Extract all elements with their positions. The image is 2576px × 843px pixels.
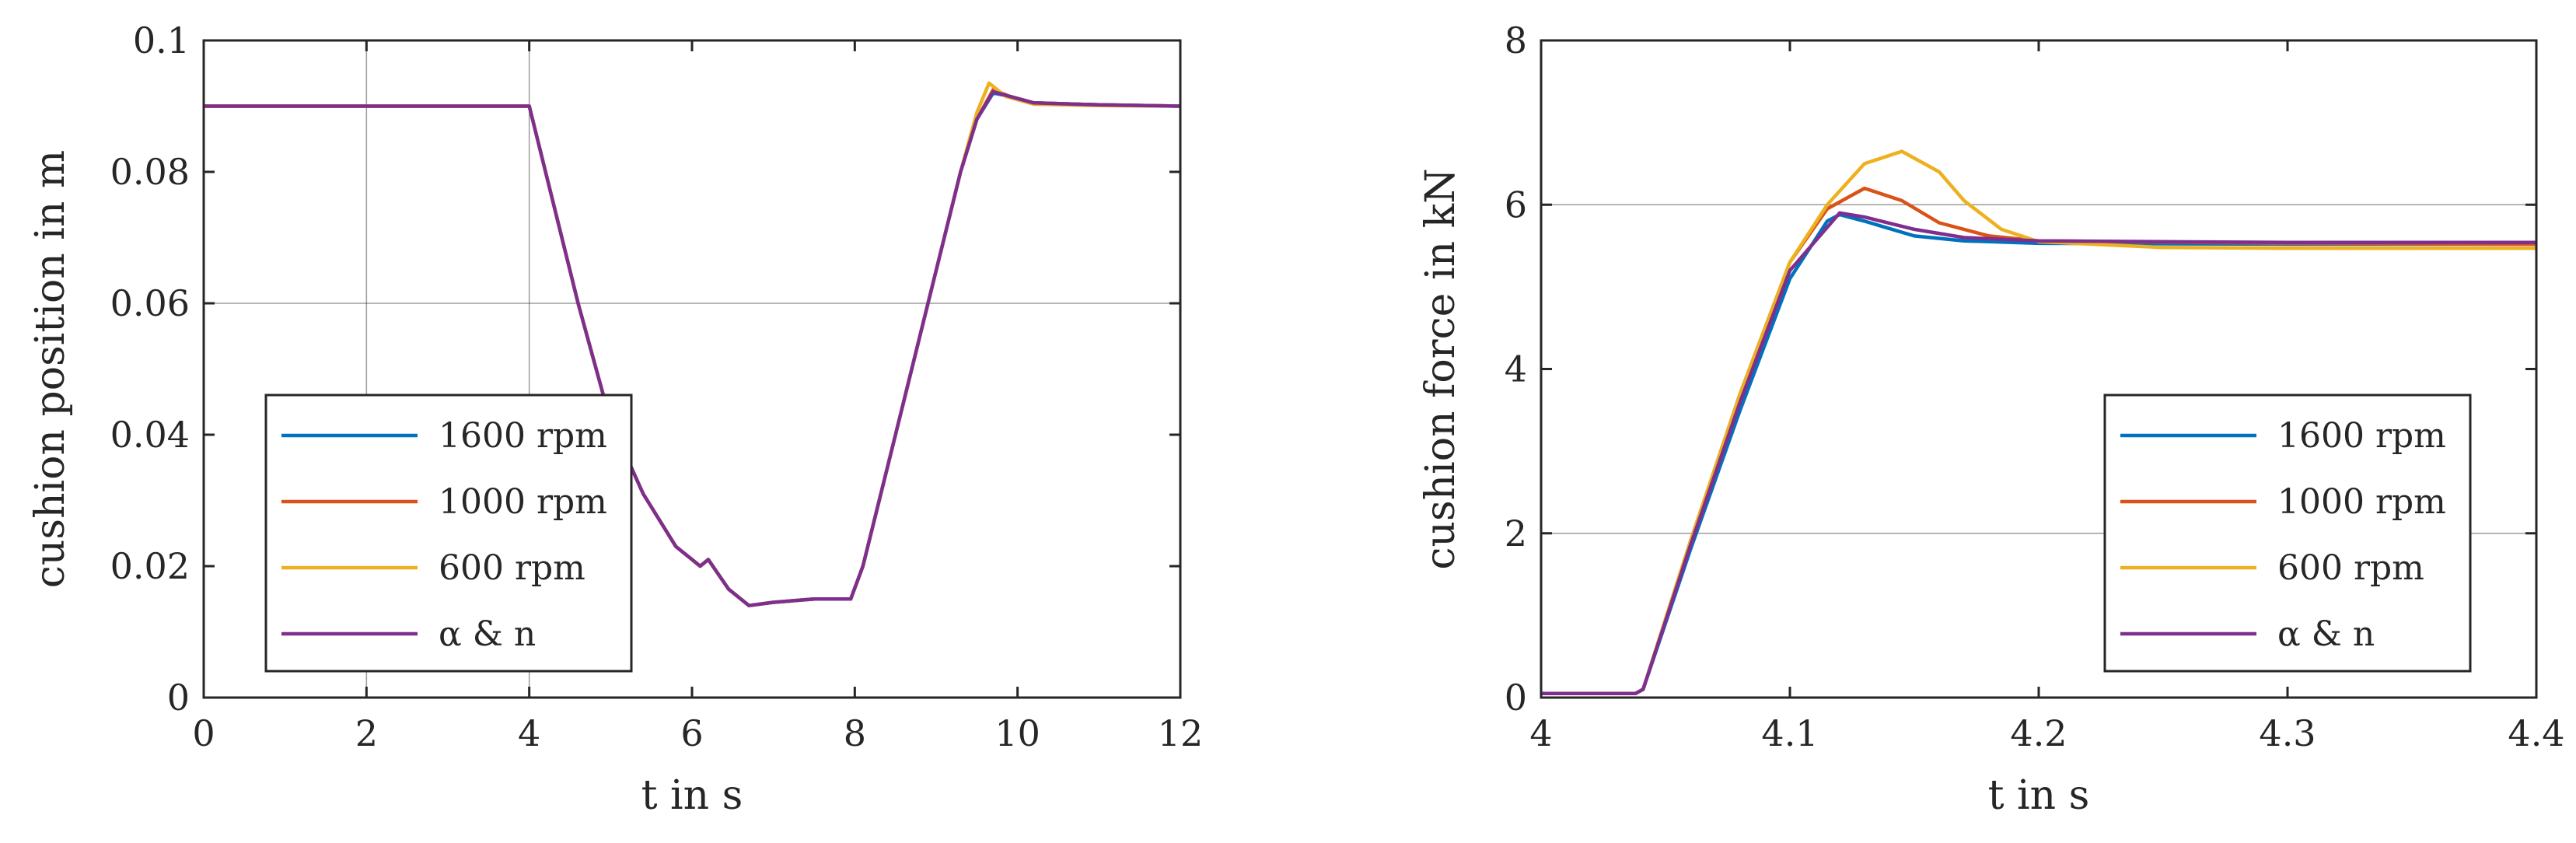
legend: 1600 rpm 1000 rpm 600 rpm α & n xyxy=(264,394,633,673)
legend-label-4: α & n xyxy=(2277,614,2375,654)
y-tick-label: 0.06 xyxy=(110,282,190,324)
series-line-4 xyxy=(1541,211,2536,695)
y-tick-label: 4 xyxy=(1505,348,1527,390)
legend-label-3: 600 rpm xyxy=(2277,548,2424,588)
legend-label-3: 600 rpm xyxy=(439,548,585,588)
y-tick-label: 0.1 xyxy=(133,19,190,61)
chart-2: 4 4.1 4.2 4.3 4.4 0 2 4 6 8 t in s cushion force in… xyxy=(1417,19,2565,819)
x-tick-label: 4.2 xyxy=(2010,712,2067,754)
x-tick-label: 0 xyxy=(192,712,215,754)
y-tick-label: 0.04 xyxy=(110,414,190,456)
legend-box xyxy=(264,394,633,673)
x-tick-label: 10 xyxy=(994,712,1040,754)
x-axis-label: t in s xyxy=(1988,772,2090,819)
x-tick-label: 4.4 xyxy=(2508,712,2564,754)
legend-label-1: 1600 rpm xyxy=(439,416,607,456)
x-tick-label: 2 xyxy=(355,712,378,754)
series-group xyxy=(1541,149,2536,695)
y-tick-label: 0.02 xyxy=(110,545,190,587)
y-tick-label: 2 xyxy=(1505,512,1527,554)
x-tick-label: 4 xyxy=(518,712,540,754)
y-axis-label: cushion position in m xyxy=(27,150,74,588)
x-tick-label: 4.3 xyxy=(2259,712,2316,754)
x-tick-label: 4 xyxy=(1529,712,1552,754)
x-tick-label: 12 xyxy=(1158,712,1204,754)
chart-1: 0 2 4 6 8 10 12 0 0.02 0.04 0.06 0.08 0.1 t in s cushi… xyxy=(27,19,1203,819)
x-tick-label: 6 xyxy=(680,712,703,754)
y-tick-label: 6 xyxy=(1505,184,1527,226)
x-tick-label: 4.1 xyxy=(1761,712,1818,754)
y-tick-label: 8 xyxy=(1505,19,1527,61)
x-tick-label: 8 xyxy=(844,712,866,754)
y-tick-label: 0 xyxy=(167,677,190,719)
x-axis-label: t in s xyxy=(641,772,743,819)
y-tick-label: 0.08 xyxy=(110,151,190,193)
legend-label-2: 1000 rpm xyxy=(2277,482,2446,522)
legend-label-1: 1600 rpm xyxy=(2277,416,2446,456)
y-axis-label: cushion force in kN xyxy=(1417,168,1464,569)
y-tick-label: 0 xyxy=(1505,677,1527,719)
legend: 1600 rpm 1000 rpm 600 rpm α & n xyxy=(2103,394,2472,673)
legend-box xyxy=(2103,394,2472,673)
legend-label-2: 1000 rpm xyxy=(439,482,607,522)
legend-label-4: α & n xyxy=(439,614,536,654)
